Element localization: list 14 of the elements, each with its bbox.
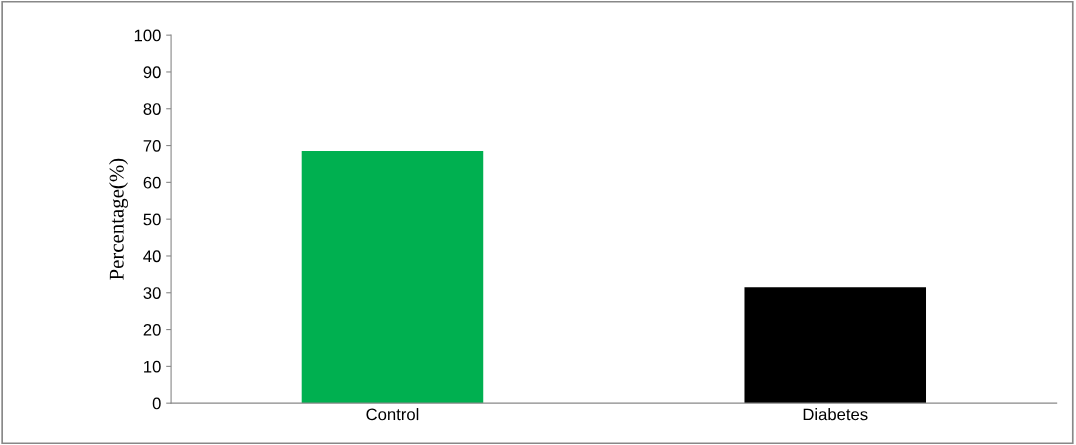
y-tick-label: 20 bbox=[143, 323, 161, 336]
x-tick-label: Control bbox=[366, 408, 419, 421]
y-tick-label: 40 bbox=[143, 250, 161, 263]
y-tick-label: 80 bbox=[143, 103, 161, 115]
y-tick-label: 50 bbox=[143, 213, 161, 226]
y-tick-label: 30 bbox=[143, 287, 161, 299]
x-tick-label: Diabetes bbox=[803, 408, 868, 421]
y-tick-label: 100 bbox=[134, 29, 161, 42]
y-tick-label: 60 bbox=[143, 176, 161, 189]
y-tick-label: 70 bbox=[143, 139, 161, 152]
y-axis-title: Percentage(%) bbox=[109, 158, 128, 280]
y-tick-label: 0 bbox=[152, 397, 161, 410]
y-tick-label: 10 bbox=[144, 360, 161, 373]
y-tick-label: 90 bbox=[143, 66, 161, 79]
